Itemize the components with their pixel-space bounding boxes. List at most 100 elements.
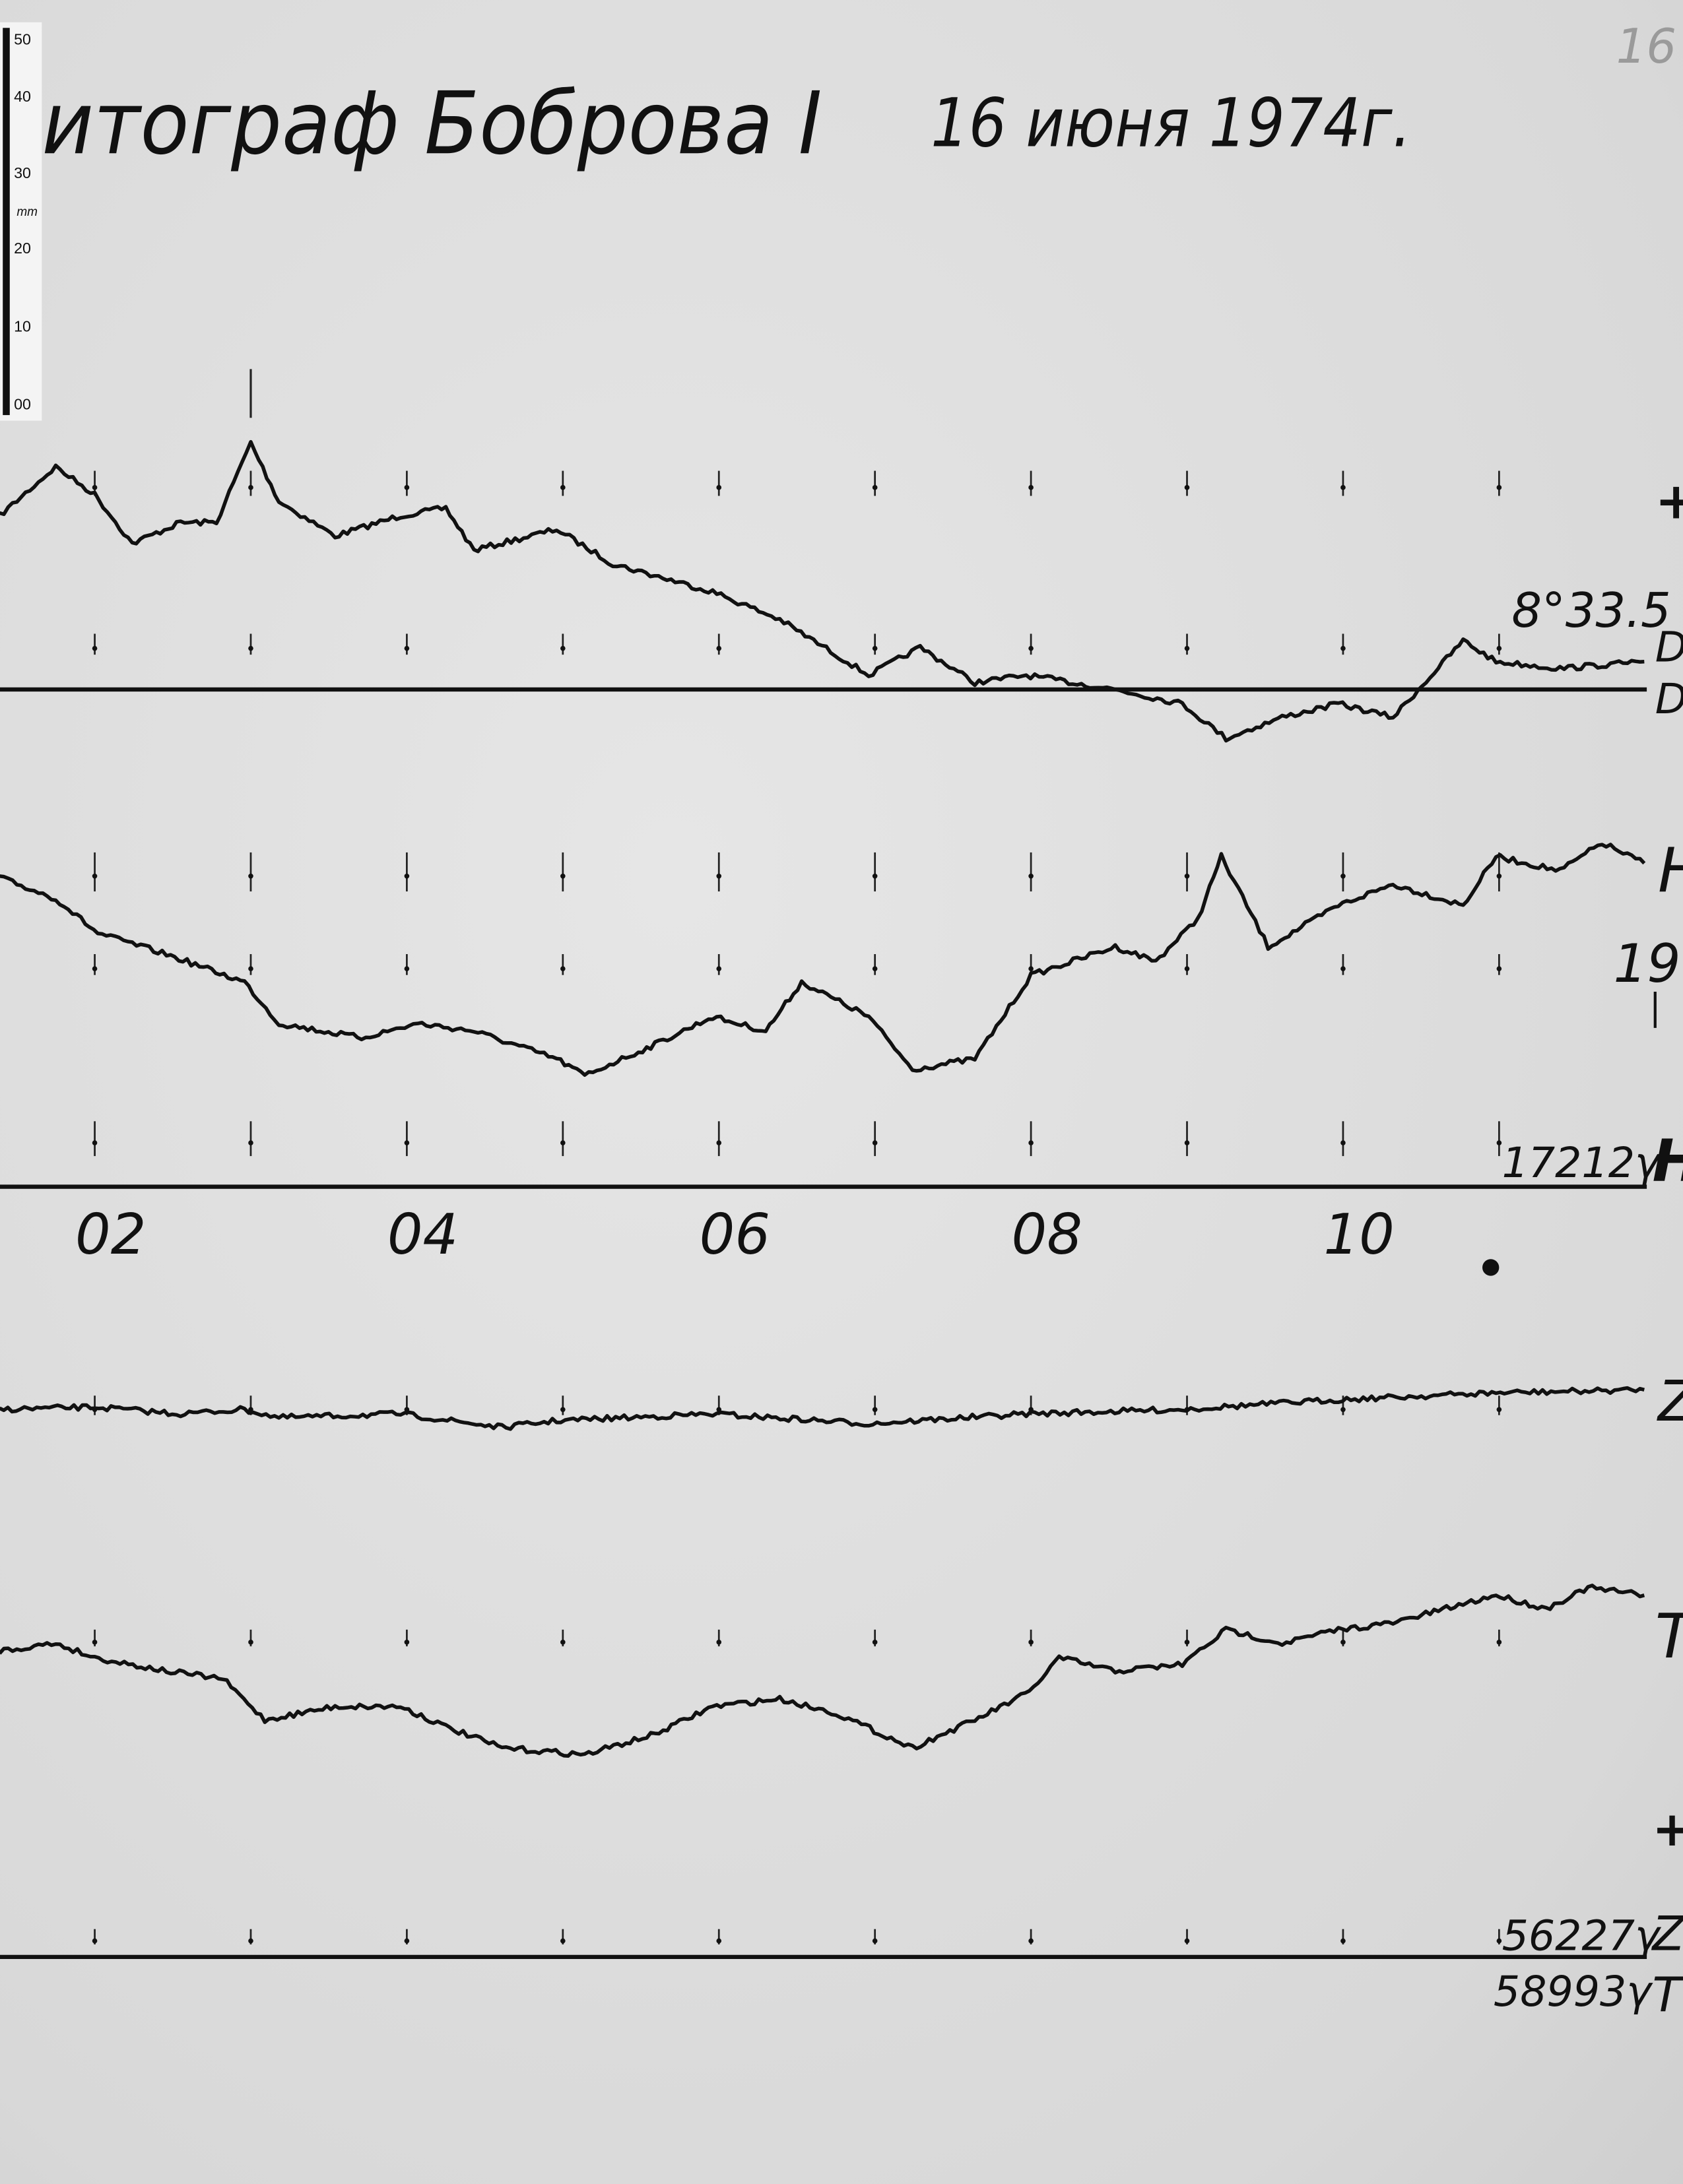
hour-mark-dot (1496, 874, 1502, 879)
hour-mark-dot (248, 485, 253, 490)
ruler-label-20: 20 (14, 240, 31, 257)
ink-spot (1482, 1259, 1500, 1276)
hour-mark-dot (560, 1640, 566, 1645)
hour-mark-dot (872, 1140, 878, 1145)
hour-label-04: 04 (387, 1202, 458, 1267)
ruler-label-50: 50 (14, 31, 31, 48)
hour-mark-dot (1028, 1140, 1034, 1145)
ruler-unit: mm (16, 205, 38, 219)
hour-mark-dot (872, 645, 878, 651)
hour-mark-dot (1340, 1640, 1346, 1645)
h0-letter: H (1653, 1127, 1683, 1195)
hour-label-06: 06 (700, 1202, 770, 1267)
hour-mark-dot (1340, 1407, 1346, 1413)
hour-mark-dot (1028, 1640, 1034, 1645)
trace-d (0, 439, 1645, 743)
z0-letter: Z (1651, 1906, 1683, 1961)
hour-mark-dot (1184, 966, 1190, 971)
hour-mark-dot (716, 1640, 722, 1645)
d-base-value: 8°33.5 (1511, 583, 1670, 638)
hour-mark-dot (1184, 645, 1190, 651)
chart-title: итограф Боброва I (42, 73, 822, 174)
d0-letter: D (1655, 674, 1683, 723)
hour-mark-dot (1340, 485, 1346, 490)
hour-marks (92, 369, 1502, 1944)
hour-mark-dot (1340, 966, 1346, 971)
hour-mark-dot (404, 485, 410, 490)
hour-mark-dot (1340, 645, 1346, 651)
hour-mark-dot (716, 1938, 722, 1944)
hour-mark-dot (560, 874, 566, 879)
hour-mark-dot (560, 1407, 566, 1413)
hour-mark-dot (872, 485, 878, 490)
hour-mark-dot (1028, 1938, 1034, 1944)
hour-mark-dot (1028, 645, 1034, 651)
hour-mark-dot (1028, 966, 1034, 971)
hour-mark-dot (872, 966, 878, 971)
hour-mark-dot (872, 874, 878, 879)
hour-mark-dot (92, 966, 98, 971)
z-letter: Z (1657, 1369, 1683, 1434)
hour-mark-dot (872, 1938, 878, 1944)
hour-mark-dot (1184, 1640, 1190, 1645)
hour-mark-dot (1340, 1140, 1346, 1145)
hour-mark-dot (1496, 966, 1502, 971)
hour-mark-dot (1496, 1938, 1502, 1944)
hour-mark-dot (404, 1140, 410, 1145)
t0-letter: T (1653, 1967, 1683, 2022)
hour-mark-dot (716, 1140, 722, 1145)
hour-mark-dot (560, 645, 566, 651)
hour-mark-dot (404, 1640, 410, 1645)
h-letter: H (1658, 835, 1683, 906)
d-letter: D (1655, 623, 1683, 672)
hour-label-10: 10 (1323, 1202, 1394, 1267)
hour-mark-dot (560, 485, 566, 490)
hour-mark-dot (248, 645, 253, 651)
hour-label-02: 02 (75, 1202, 146, 1267)
hour-mark-dot (1340, 874, 1346, 879)
hour-mark-dot (560, 1938, 566, 1944)
h-base-value: 17212γ (1502, 1138, 1662, 1187)
mm-ruler: 50 40 30 mm 20 10 00 (0, 22, 42, 421)
d-sign: + (1655, 471, 1683, 530)
trace-h (0, 843, 1646, 1077)
t-base-value: 58993γ (1494, 1967, 1653, 2016)
trace-t (0, 1584, 1645, 1758)
hour-mark-dot (92, 1640, 98, 1645)
hour-mark-dot (404, 966, 410, 971)
trace-z (0, 1386, 1645, 1431)
hour-mark-dot (1496, 1640, 1502, 1645)
hour-labels: 02 04 06 08 10 (75, 1202, 1395, 1267)
hour-mark-dot (1184, 1140, 1190, 1145)
traces (0, 439, 1646, 1758)
hour-mark-dot (716, 966, 722, 971)
hour-mark-dot (872, 1407, 878, 1413)
ruler-label-00: 00 (14, 396, 31, 413)
hour-mark-dot (248, 966, 253, 971)
hour-mark-dot (248, 874, 253, 879)
hour-mark-dot (404, 645, 410, 651)
h-scale: 19. (1613, 933, 1683, 994)
hour-mark-dot (92, 485, 98, 490)
page-number: 16 (1616, 18, 1676, 74)
t-letter: T (1655, 1601, 1683, 1672)
z-base-value: 56227γ (1502, 1911, 1662, 1960)
hour-mark-dot (248, 1140, 253, 1145)
chart-date: 16 июня 1974г. (931, 84, 1411, 162)
hour-mark-dot (92, 874, 98, 879)
zt-sign: + (1653, 1801, 1683, 1857)
hour-mark-dot (1028, 485, 1034, 490)
hour-mark-dot (1184, 874, 1190, 879)
hour-mark-dot (1496, 645, 1502, 651)
hour-mark-dot (716, 874, 722, 879)
ruler-label-10: 10 (14, 317, 31, 335)
hour-mark-dot (716, 645, 722, 651)
hour-mark-dot (1184, 1938, 1190, 1944)
hour-mark-dot (560, 1140, 566, 1145)
hour-mark-dot (92, 645, 98, 651)
hour-mark-dot (560, 966, 566, 971)
hour-label-08: 08 (1012, 1202, 1082, 1267)
hour-mark-dot (404, 1938, 410, 1944)
ruler-label-30: 30 (14, 164, 31, 181)
